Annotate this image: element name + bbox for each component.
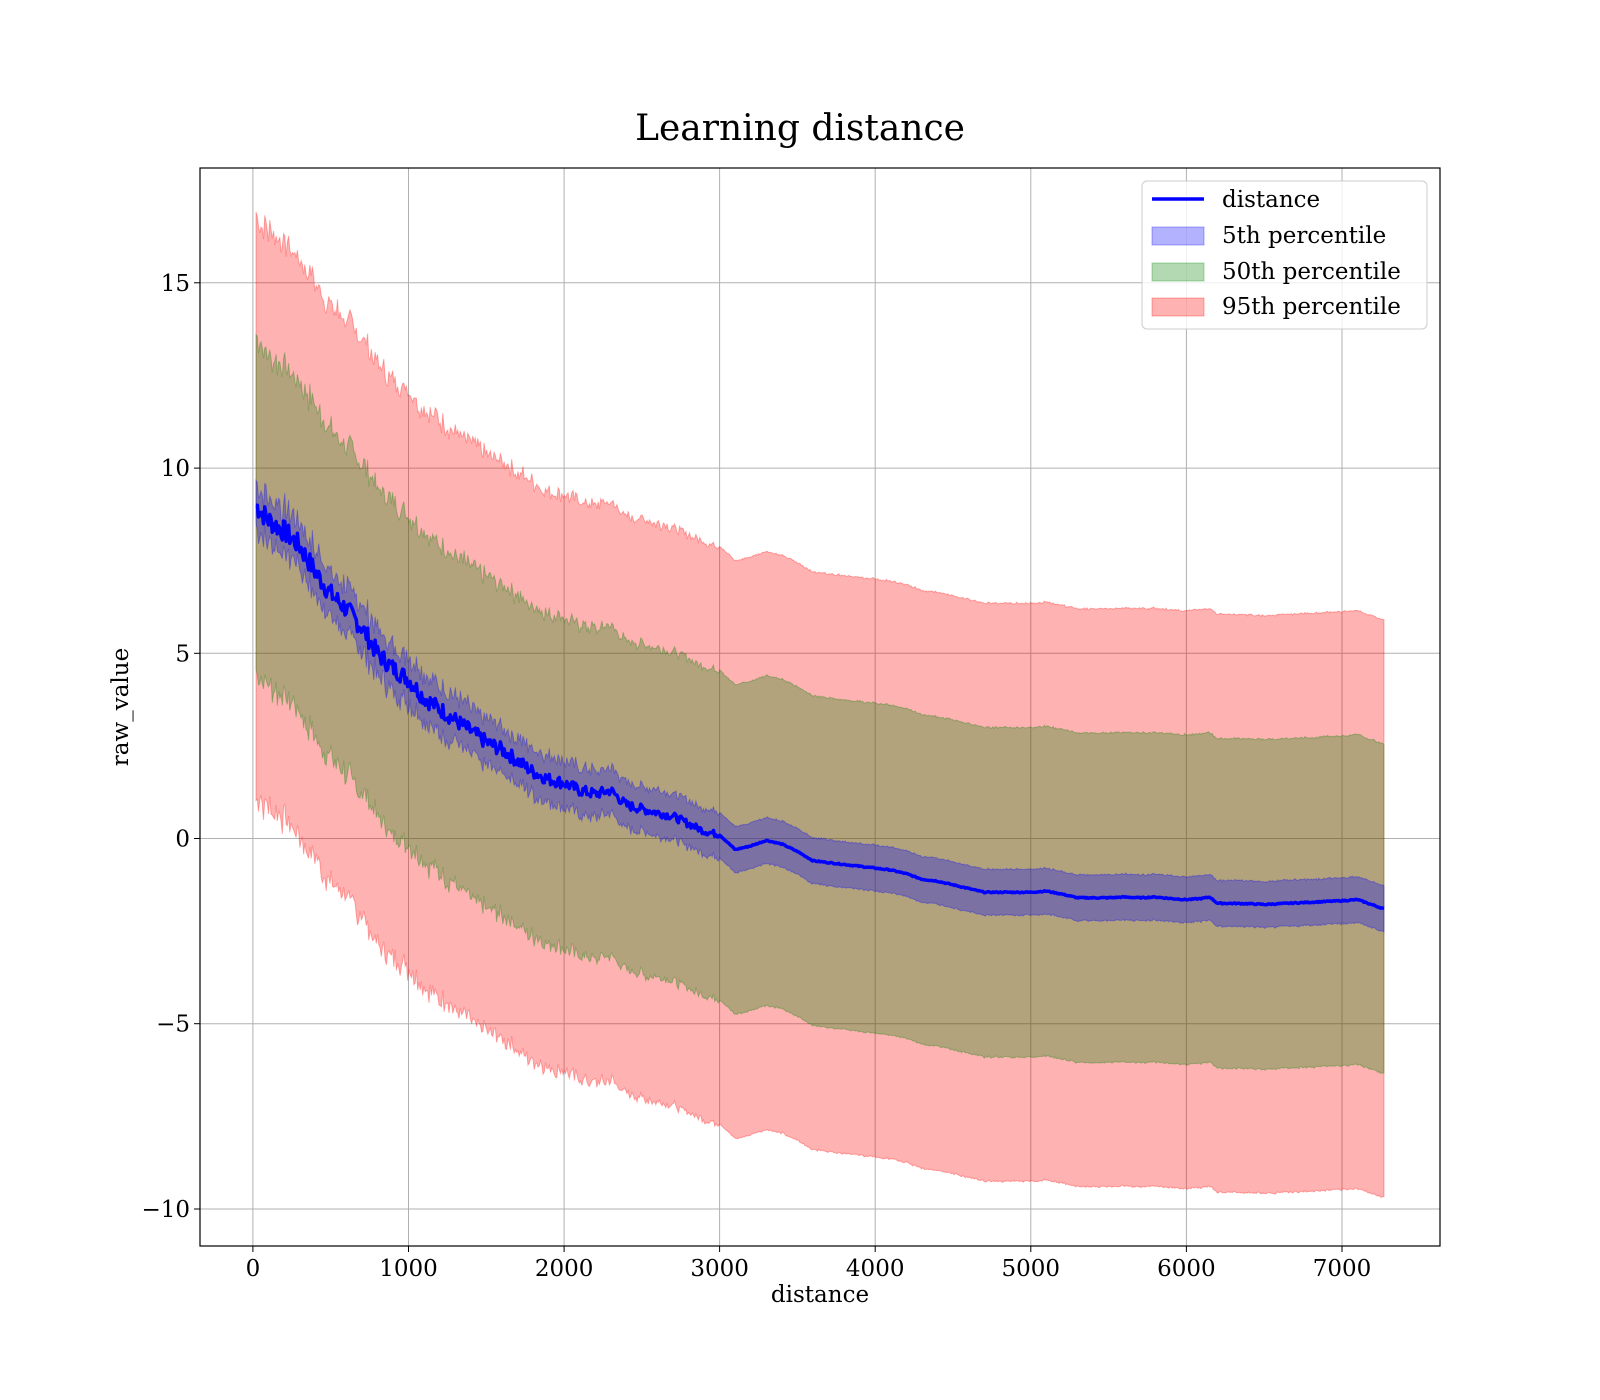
- x-axis-label: distance: [771, 1282, 869, 1308]
- x-tick-label: 4000: [846, 1256, 905, 1282]
- y-tick-label: 5: [175, 641, 190, 667]
- y-tick-label: 10: [161, 456, 190, 482]
- x-tick-label: 5000: [1002, 1256, 1061, 1282]
- x-tick-label: 7000: [1313, 1256, 1372, 1282]
- y-axis-ticks: −10 −5 0 5 10 15: [141, 271, 200, 1223]
- x-tick-label: 2000: [535, 1256, 594, 1282]
- grid-lines: [200, 168, 1440, 1246]
- percentile-bands: [255, 211, 1385, 1198]
- legend-label-50th-percentile: 50th percentile: [1222, 259, 1401, 285]
- x-axis-ticks: 0 1000 2000 3000 4000 5000 6000 7000: [246, 1246, 1372, 1282]
- legend-swatch-50th-percentile: [1151, 262, 1205, 282]
- band-95th-percentile: [255, 211, 1385, 1198]
- legend-label-distance: distance: [1222, 187, 1320, 213]
- series-line-distance: [255, 503, 1385, 911]
- x-tick-label: 0: [246, 1256, 261, 1282]
- x-tick-label: 1000: [379, 1256, 438, 1282]
- legend-swatch-95th-percentile: [1151, 297, 1205, 317]
- band-50th-percentile: [255, 333, 1385, 1074]
- legend-box: [1141, 180, 1428, 330]
- band-5th-percentile: [255, 478, 1385, 933]
- legend-label-95th-percentile: 95th percentile: [1222, 294, 1401, 320]
- x-tick-label: 6000: [1157, 1256, 1216, 1282]
- y-axis-label: raw_value: [108, 648, 134, 766]
- legend: distance 5th percentile 50th percentile …: [1141, 180, 1428, 330]
- plot-frame: [199, 167, 1441, 1247]
- x-tick-label: 3000: [690, 1256, 749, 1282]
- legend-label-5th-percentile: 5th percentile: [1222, 223, 1386, 249]
- series-lines: [255, 503, 1385, 911]
- y-tick-label: 15: [161, 271, 190, 297]
- legend-swatch-5th-percentile: [1151, 226, 1205, 246]
- y-tick-label: −10: [141, 1197, 190, 1223]
- y-tick-label: 0: [175, 827, 190, 853]
- chart-title: Learning distance: [635, 108, 965, 149]
- y-tick-label: −5: [156, 1012, 190, 1038]
